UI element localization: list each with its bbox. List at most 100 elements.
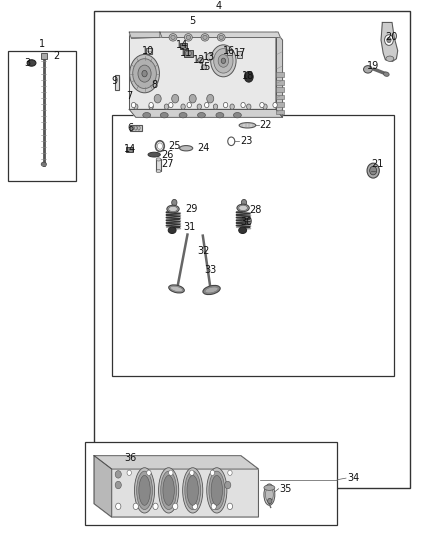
Ellipse shape xyxy=(265,487,273,502)
Ellipse shape xyxy=(184,34,192,41)
Circle shape xyxy=(190,470,194,475)
Bar xyxy=(184,50,193,56)
Ellipse shape xyxy=(198,112,205,118)
Ellipse shape xyxy=(264,485,275,490)
Circle shape xyxy=(225,481,231,489)
Bar xyxy=(130,125,142,131)
Ellipse shape xyxy=(137,471,152,510)
Ellipse shape xyxy=(169,206,177,212)
Bar xyxy=(237,51,242,58)
Ellipse shape xyxy=(133,59,156,88)
Text: 10: 10 xyxy=(142,46,154,56)
Ellipse shape xyxy=(138,126,140,130)
Ellipse shape xyxy=(179,112,187,118)
Circle shape xyxy=(223,102,228,108)
Ellipse shape xyxy=(169,285,184,293)
Circle shape xyxy=(172,94,179,103)
Ellipse shape xyxy=(221,58,226,63)
Bar xyxy=(276,110,284,115)
Ellipse shape xyxy=(169,34,177,41)
Ellipse shape xyxy=(201,65,207,70)
Text: 32: 32 xyxy=(198,246,210,255)
Ellipse shape xyxy=(213,104,218,109)
Ellipse shape xyxy=(160,112,168,118)
Text: 29: 29 xyxy=(185,204,198,214)
Ellipse shape xyxy=(139,475,150,505)
Circle shape xyxy=(173,503,178,510)
Ellipse shape xyxy=(233,112,241,118)
Ellipse shape xyxy=(384,72,389,76)
Circle shape xyxy=(131,102,136,108)
Circle shape xyxy=(149,102,153,108)
Circle shape xyxy=(268,498,272,504)
Ellipse shape xyxy=(138,65,151,82)
Polygon shape xyxy=(160,32,280,37)
Text: 1: 1 xyxy=(39,39,45,49)
Polygon shape xyxy=(129,32,276,109)
Ellipse shape xyxy=(155,141,164,151)
Ellipse shape xyxy=(134,468,155,513)
Text: 35: 35 xyxy=(279,484,292,494)
Text: 22: 22 xyxy=(260,120,272,130)
Bar xyxy=(156,159,161,171)
Bar xyxy=(276,102,284,107)
Circle shape xyxy=(227,503,233,510)
Bar xyxy=(126,147,133,152)
Ellipse shape xyxy=(185,51,191,56)
Ellipse shape xyxy=(161,471,177,510)
Ellipse shape xyxy=(186,35,191,39)
Bar xyxy=(146,47,152,54)
Circle shape xyxy=(147,470,151,475)
Bar xyxy=(276,95,284,100)
Text: 12: 12 xyxy=(193,55,205,65)
Ellipse shape xyxy=(247,104,251,109)
Text: 6: 6 xyxy=(127,123,134,133)
Ellipse shape xyxy=(156,169,161,173)
Circle shape xyxy=(387,37,391,43)
Polygon shape xyxy=(381,22,398,61)
Ellipse shape xyxy=(239,227,247,233)
Ellipse shape xyxy=(264,484,275,505)
Text: 34: 34 xyxy=(347,473,359,483)
Circle shape xyxy=(187,102,191,108)
Circle shape xyxy=(189,94,196,103)
Bar xyxy=(85,442,337,525)
Circle shape xyxy=(385,35,393,45)
Ellipse shape xyxy=(263,104,267,109)
Text: 28: 28 xyxy=(250,205,262,214)
Ellipse shape xyxy=(180,146,193,151)
Circle shape xyxy=(154,94,161,103)
Circle shape xyxy=(207,94,214,103)
Circle shape xyxy=(370,166,377,175)
Ellipse shape xyxy=(205,287,218,293)
Bar xyxy=(112,115,394,376)
Text: 9: 9 xyxy=(112,76,118,86)
Ellipse shape xyxy=(203,35,207,39)
Text: 26: 26 xyxy=(161,150,173,159)
Ellipse shape xyxy=(217,34,225,41)
Ellipse shape xyxy=(167,205,179,213)
Ellipse shape xyxy=(239,123,256,128)
Ellipse shape xyxy=(164,104,169,109)
Text: 21: 21 xyxy=(371,159,384,168)
Text: 17: 17 xyxy=(234,49,246,59)
Text: 33: 33 xyxy=(205,265,217,275)
Text: 19: 19 xyxy=(367,61,379,71)
Circle shape xyxy=(211,503,216,510)
Circle shape xyxy=(115,471,121,478)
Bar xyxy=(41,53,47,59)
Ellipse shape xyxy=(230,104,234,109)
Circle shape xyxy=(116,503,121,510)
Text: 3: 3 xyxy=(25,58,31,68)
Bar xyxy=(8,51,76,181)
Circle shape xyxy=(205,102,209,108)
Text: 14: 14 xyxy=(176,40,188,50)
Text: 25: 25 xyxy=(168,141,181,151)
Bar xyxy=(116,75,119,90)
Polygon shape xyxy=(276,32,283,117)
Ellipse shape xyxy=(181,104,185,109)
Circle shape xyxy=(244,71,253,82)
Bar xyxy=(227,50,232,55)
Polygon shape xyxy=(129,32,160,38)
Circle shape xyxy=(241,199,247,206)
